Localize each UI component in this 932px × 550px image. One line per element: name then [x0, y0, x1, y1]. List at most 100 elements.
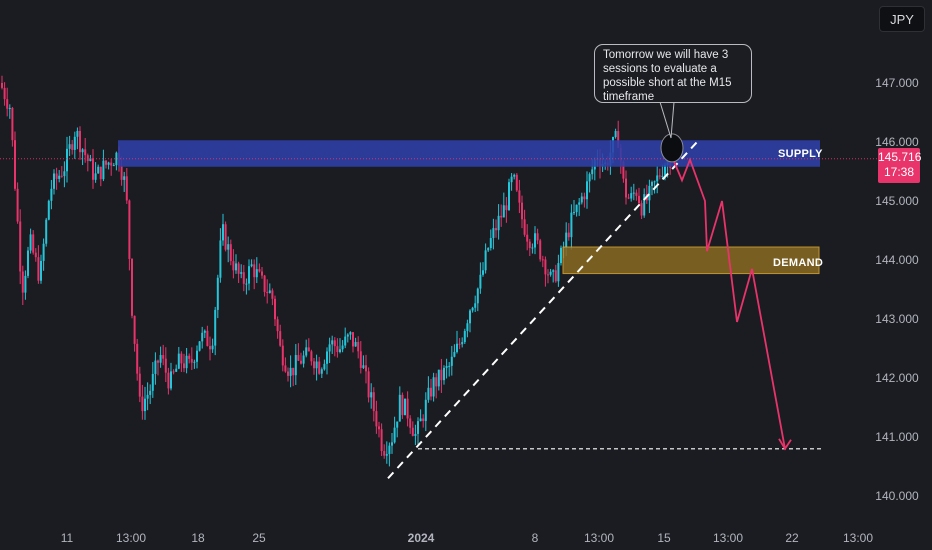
- candle-body: [479, 274, 482, 289]
- candle-body: [21, 271, 24, 293]
- candle-body: [513, 174, 516, 177]
- candle-body: [495, 228, 497, 231]
- candle-body: [115, 152, 118, 166]
- candle-body: [284, 365, 287, 372]
- candle-body: [583, 196, 586, 200]
- y-axis-tick-label: 143.000: [875, 312, 919, 326]
- candle-body: [276, 319, 279, 332]
- candle-body: [638, 195, 640, 204]
- candle-body: [60, 175, 63, 177]
- x-axis-tick-label: 13:00: [713, 531, 743, 545]
- candle-body: [627, 197, 630, 199]
- x-axis-tick-label: 18: [191, 531, 205, 545]
- candle-body: [349, 332, 352, 335]
- candle-body: [445, 366, 448, 368]
- candle-body: [81, 149, 84, 153]
- candle-body: [661, 175, 664, 177]
- candle-body: [107, 162, 110, 165]
- candle-body: [37, 257, 40, 281]
- candle-body: [409, 418, 412, 428]
- highlight-circle: [660, 133, 684, 163]
- candle-body: [255, 269, 258, 278]
- candle-body: [211, 345, 214, 350]
- candle-body: [398, 394, 401, 422]
- current-price-value: 145.716: [878, 150, 922, 164]
- candle-body: [146, 394, 149, 399]
- candle-body: [281, 345, 284, 366]
- candle-body: [586, 181, 588, 200]
- candle-body: [94, 173, 97, 180]
- candle-body: [175, 368, 178, 372]
- annotation-callout[interactable]: Tomorrow we will have 3 sessions to eval…: [594, 44, 752, 103]
- candle-body: [42, 243, 45, 261]
- candle-body: [193, 361, 196, 363]
- candle-body: [84, 149, 87, 156]
- candle-body: [188, 355, 191, 359]
- candle-body: [578, 202, 581, 205]
- lines-layer: [0, 101, 878, 479]
- candle-body: [235, 263, 237, 271]
- candle-body: [497, 215, 500, 231]
- candle-body: [424, 399, 427, 422]
- candle-body: [435, 377, 438, 387]
- candle-body: [346, 334, 349, 337]
- candle-body: [68, 144, 71, 149]
- candle-body: [573, 212, 575, 214]
- candle-body: [502, 205, 505, 218]
- candle-body: [190, 358, 193, 363]
- candle-body: [79, 130, 81, 153]
- candle-body: [112, 165, 115, 167]
- candle-body: [380, 429, 383, 452]
- y-axis-tick-label: 145.000: [875, 194, 919, 208]
- candle-body: [336, 346, 339, 353]
- candle-body: [591, 169, 594, 175]
- candle-body: [375, 411, 378, 427]
- candle-body: [157, 360, 159, 363]
- candle-body: [554, 270, 557, 282]
- x-axis-tick-label: 2024: [408, 531, 435, 545]
- candle-body: [383, 451, 386, 456]
- candle-body: [287, 371, 289, 376]
- candle-body: [536, 233, 539, 241]
- candle-body: [136, 343, 139, 374]
- candle-body: [307, 347, 310, 352]
- candle-body: [131, 258, 133, 316]
- candle-body: [248, 266, 250, 284]
- candle-body: [180, 353, 183, 364]
- candle-body: [144, 398, 146, 412]
- candle-body: [552, 270, 555, 272]
- candle-body: [1, 83, 3, 88]
- x-axis-tick-label: 15: [657, 531, 671, 545]
- candle-body: [138, 373, 141, 397]
- candle-body: [242, 272, 245, 284]
- candle-body: [162, 355, 165, 359]
- candle-body: [214, 309, 217, 346]
- candle-body: [86, 155, 89, 162]
- candle-body: [640, 203, 643, 216]
- candle-body: [393, 427, 396, 443]
- x-axis-tick-label: 13:00: [116, 531, 146, 545]
- candle-body: [71, 144, 74, 150]
- candle-body: [461, 342, 464, 345]
- candle-body: [539, 240, 542, 260]
- candle-body: [58, 175, 61, 179]
- candle-body: [362, 365, 365, 368]
- candle-body: [167, 372, 170, 389]
- candle-body: [635, 192, 638, 196]
- candle-body: [521, 202, 523, 220]
- candle-body: [110, 162, 113, 166]
- candle-body: [541, 259, 544, 261]
- candle-body: [271, 290, 274, 299]
- currency-badge[interactable]: JPY: [879, 6, 925, 32]
- candle-body: [185, 355, 188, 369]
- candle-body: [310, 351, 313, 362]
- candle-body: [318, 361, 321, 374]
- candle-body: [622, 161, 625, 179]
- candle-body: [658, 175, 661, 177]
- candle-body: [315, 361, 318, 369]
- candle-body: [354, 341, 357, 347]
- candle-body: [6, 99, 9, 109]
- candle-body: [437, 369, 440, 387]
- candle-body: [419, 418, 422, 422]
